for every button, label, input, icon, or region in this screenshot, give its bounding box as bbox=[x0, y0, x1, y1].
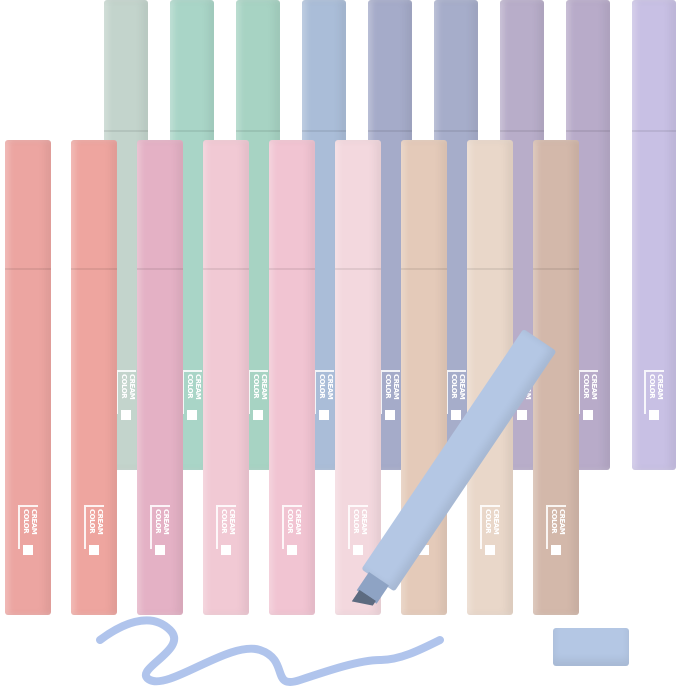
cap-seam bbox=[203, 268, 249, 270]
highlighter: CREAM COLOR bbox=[269, 140, 315, 615]
brand-logo: CREAM COLOR bbox=[248, 370, 268, 420]
highlighter: CREAM COLOR bbox=[203, 140, 249, 615]
cap-seam bbox=[566, 130, 610, 132]
brand-logo: CREAM COLOR bbox=[282, 505, 302, 555]
cap-seam bbox=[434, 130, 478, 132]
cap-seam bbox=[71, 268, 117, 270]
brand-logo: CREAM COLOR bbox=[216, 505, 236, 555]
cap-seam bbox=[632, 130, 676, 132]
highlighter: CREAM COLOR bbox=[632, 0, 676, 470]
cap-seam bbox=[467, 268, 513, 270]
cap-seam bbox=[533, 268, 579, 270]
highlighter: CREAM COLOR bbox=[5, 140, 51, 615]
highlighter: CREAM COLOR bbox=[533, 140, 579, 615]
brand-logo: CREAM COLOR bbox=[446, 370, 466, 420]
brand-logo: CREAM COLOR bbox=[150, 505, 170, 555]
cap-seam bbox=[302, 130, 346, 132]
cap-seam bbox=[5, 268, 51, 270]
brand-logo: CREAM COLOR bbox=[480, 505, 500, 555]
highlighter: CREAM COLOR bbox=[137, 140, 183, 615]
cap-seam bbox=[236, 130, 280, 132]
cap-seam bbox=[401, 268, 447, 270]
brand-logo: CREAM COLOR bbox=[18, 505, 38, 555]
brand-logo: CREAM COLOR bbox=[348, 505, 368, 555]
brand-logo: CREAM COLOR bbox=[116, 370, 136, 420]
cap-seam bbox=[368, 130, 412, 132]
highlighter: CREAM COLOR bbox=[71, 140, 117, 615]
brand-logo: CREAM COLOR bbox=[644, 370, 664, 420]
cap-seam bbox=[170, 130, 214, 132]
cap-seam bbox=[104, 130, 148, 132]
cap-seam bbox=[269, 268, 315, 270]
cap-seam bbox=[500, 130, 544, 132]
cap-seam bbox=[137, 268, 183, 270]
brand-logo: CREAM COLOR bbox=[84, 505, 104, 555]
brand-logo: CREAM COLOR bbox=[380, 370, 400, 420]
brand-logo: CREAM COLOR bbox=[182, 370, 202, 420]
highlighter-cap bbox=[553, 628, 629, 666]
highlighter: CREAM COLOR bbox=[335, 140, 381, 615]
cap-seam bbox=[335, 268, 381, 270]
brand-logo: CREAM COLOR bbox=[314, 370, 334, 420]
brand-logo: CREAM COLOR bbox=[578, 370, 598, 420]
brand-logo: CREAM COLOR bbox=[546, 505, 566, 555]
